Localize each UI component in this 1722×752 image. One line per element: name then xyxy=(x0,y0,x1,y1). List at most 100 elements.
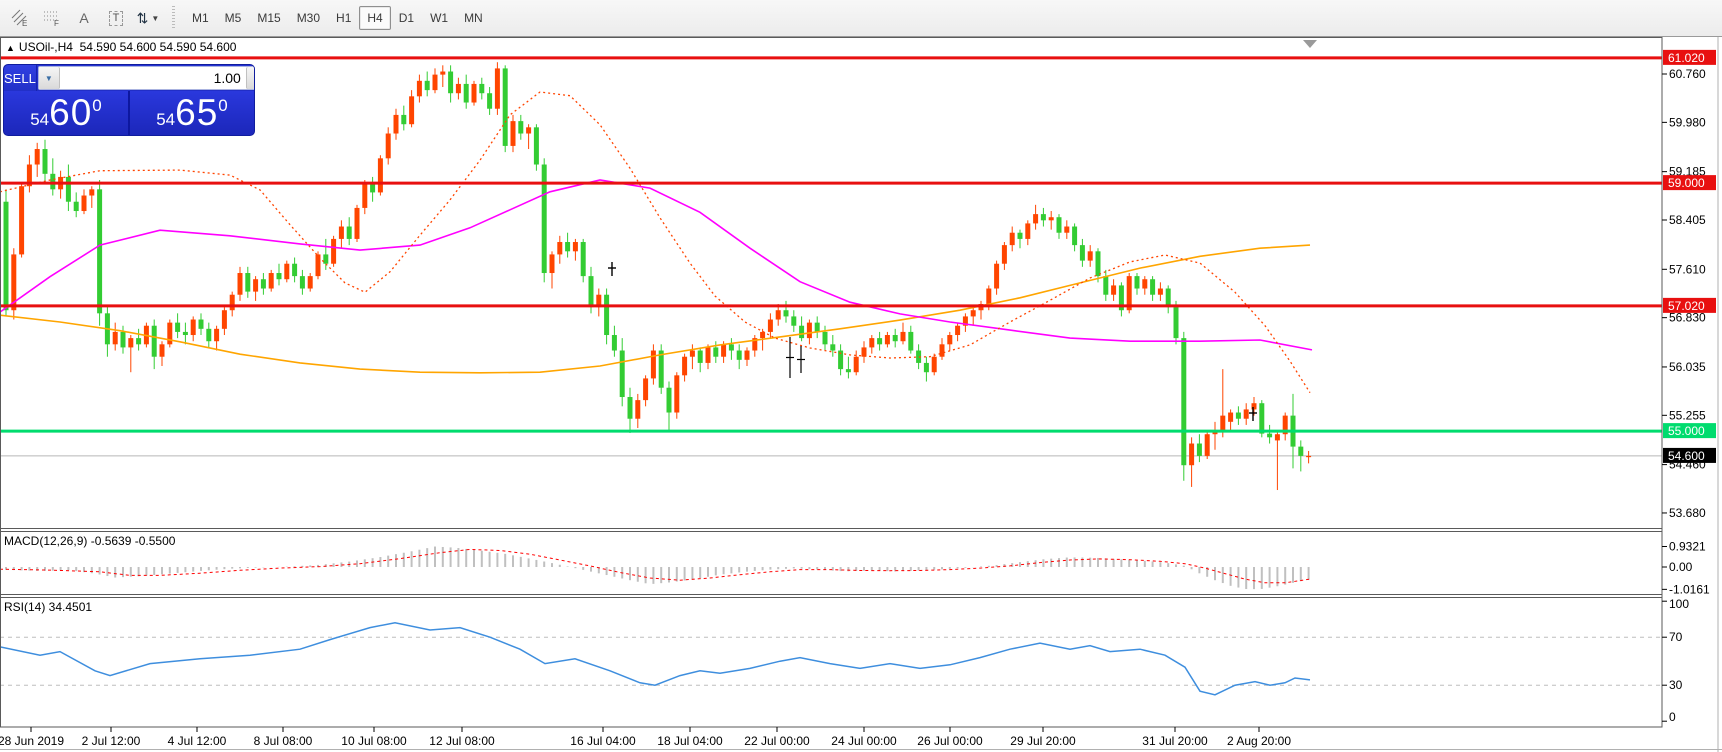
candle-body xyxy=(760,331,766,339)
timeframe-mn-button[interactable]: MN xyxy=(456,6,491,30)
rsi-indicator-label: RSI(14) 34.4501 xyxy=(4,600,93,614)
timeframe-m1-button[interactable]: M1 xyxy=(184,6,217,30)
chart-shift-marker[interactable] xyxy=(1303,40,1317,48)
macd-scale-label: 0.00 xyxy=(1669,560,1693,574)
candle-body xyxy=(50,173,56,190)
macd-scale-label: 0.9321 xyxy=(1669,539,1706,553)
candle-body xyxy=(510,121,516,146)
candle-body xyxy=(838,350,844,370)
symbol-name: USOil-,H4 xyxy=(18,40,73,54)
time-axis-label: 22 Jul 00:00 xyxy=(744,734,810,748)
fibonacci-tool-button[interactable]: F xyxy=(36,5,68,32)
candle-body xyxy=(767,319,773,332)
plot-frame xyxy=(0,37,1663,728)
candle-body xyxy=(416,80,422,97)
ma-fast-dotted-line xyxy=(0,91,1311,394)
candle-body xyxy=(526,127,532,134)
candle-body xyxy=(331,238,337,264)
candle-body xyxy=(112,331,118,345)
candle-body xyxy=(721,344,727,357)
text-box-tool-button[interactable]: T xyxy=(100,5,132,32)
buy-price-point: 0 xyxy=(218,96,228,115)
timeframe-m30-button[interactable]: M30 xyxy=(289,6,328,30)
candle-body xyxy=(970,310,976,317)
candle-body xyxy=(1243,409,1249,419)
candle-body xyxy=(588,276,594,308)
candle-body xyxy=(198,319,204,329)
price-scale-label: 58.405 xyxy=(1669,213,1706,227)
time-axis-label: 12 Jul 08:00 xyxy=(429,734,495,748)
sell-price-display[interactable]: 54 60 0 xyxy=(4,91,128,135)
candle-body xyxy=(97,189,103,314)
candle-body xyxy=(354,207,360,239)
volume-input[interactable] xyxy=(59,67,246,89)
candle-body xyxy=(1079,245,1085,261)
candle-body xyxy=(627,397,633,419)
candle-body xyxy=(962,316,968,326)
sell-button[interactable]: SELL xyxy=(4,65,37,91)
candle-body xyxy=(471,83,477,103)
candle-body xyxy=(572,242,578,252)
candle-body xyxy=(237,273,243,295)
candle-body xyxy=(643,378,649,401)
candle-body xyxy=(1189,443,1195,466)
candle-body xyxy=(190,319,196,336)
candle-body xyxy=(34,149,40,165)
collapse-triangle-icon[interactable]: ▲ xyxy=(6,43,15,53)
candle-body xyxy=(19,186,25,255)
candle-body xyxy=(487,93,493,109)
buy-price-display[interactable]: 54 65 0 xyxy=(130,91,254,135)
toolbar-drag-handle[interactable] xyxy=(172,6,179,30)
candle-body xyxy=(994,263,1000,289)
timeframe-d1-button[interactable]: D1 xyxy=(391,6,422,30)
candle-body xyxy=(1204,434,1210,456)
candle-body xyxy=(674,375,680,413)
text-label-tool-button[interactable]: A xyxy=(68,5,100,32)
fibo-lines-icon: F xyxy=(44,11,59,27)
time-axis-label: 18 Jul 04:00 xyxy=(657,734,723,748)
candle-body xyxy=(650,350,656,379)
volume-decrease-button[interactable]: ▼ xyxy=(38,67,60,89)
timeframe-w1-button[interactable]: W1 xyxy=(422,6,456,30)
timeframe-m5-button[interactable]: M5 xyxy=(217,6,250,30)
candle-body xyxy=(1126,276,1132,311)
candle-body xyxy=(877,338,883,345)
timeframe-h1-button[interactable]: H1 xyxy=(328,6,359,30)
chart-toolbar: E F A T ⇅ ▼ M1 M5 M15 M30 H1 H4 D1 W1 MN xyxy=(0,0,1722,37)
candle-body xyxy=(830,344,836,351)
price-chart-canvas[interactable]: 60.76059.98059.18558.40557.61056.83056.0… xyxy=(0,37,1722,752)
candle-body xyxy=(424,80,430,91)
candle-body xyxy=(1220,415,1226,432)
candle-body xyxy=(853,356,859,373)
price-scale-label: 56.035 xyxy=(1669,360,1706,374)
candle-body xyxy=(284,263,290,280)
symbol-ohlc-header: ▲ USOil-,H4 54.590 54.600 54.590 54.600 xyxy=(6,40,236,54)
candle-body xyxy=(276,273,282,280)
candle-body xyxy=(455,83,461,94)
candle-body xyxy=(916,350,922,363)
candle-body xyxy=(338,226,344,239)
candle-body xyxy=(292,263,298,277)
price-scale-label: 55.255 xyxy=(1669,408,1706,422)
candle-body xyxy=(432,74,438,91)
timeframe-h4-button[interactable]: H4 xyxy=(359,6,391,30)
candle-body xyxy=(323,254,329,264)
price-badge xyxy=(1663,297,1716,313)
candle-body xyxy=(11,254,17,311)
arrows-tool-button[interactable]: ⇅ ▼ xyxy=(132,5,164,32)
equidistant-channel-tool-button[interactable]: E xyxy=(4,5,36,32)
candle-body xyxy=(806,322,812,339)
price-scale-label: 60.760 xyxy=(1669,67,1706,81)
candle-body xyxy=(557,242,563,255)
candle-body xyxy=(596,294,602,308)
candle-body xyxy=(440,71,446,75)
candle-body xyxy=(861,347,867,357)
candle-body xyxy=(658,350,664,388)
candle-body xyxy=(346,226,352,239)
timeframe-m15-button[interactable]: M15 xyxy=(249,6,288,30)
volume-increase-button[interactable]: ▲ xyxy=(245,67,254,89)
candle-body xyxy=(752,338,758,351)
candle-body xyxy=(1165,288,1171,308)
candle-body xyxy=(3,201,9,311)
